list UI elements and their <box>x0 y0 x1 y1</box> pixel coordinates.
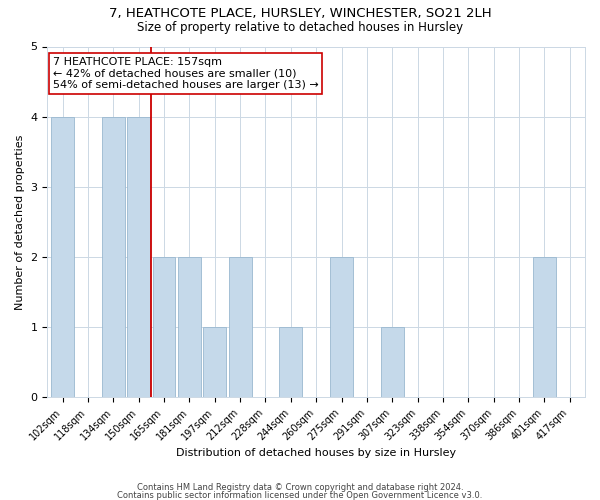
Bar <box>280 327 302 397</box>
Text: Contains public sector information licensed under the Open Government Licence v3: Contains public sector information licen… <box>118 490 482 500</box>
Text: Contains HM Land Registry data © Crown copyright and database right 2024.: Contains HM Land Registry data © Crown c… <box>137 484 463 492</box>
Bar <box>229 257 251 397</box>
Bar <box>178 257 201 397</box>
Text: Size of property relative to detached houses in Hursley: Size of property relative to detached ho… <box>137 21 463 34</box>
Bar <box>533 257 556 397</box>
Text: 7, HEATHCOTE PLACE, HURSLEY, WINCHESTER, SO21 2LH: 7, HEATHCOTE PLACE, HURSLEY, WINCHESTER,… <box>109 8 491 20</box>
Text: 7 HEATHCOTE PLACE: 157sqm
← 42% of detached houses are smaller (10)
54% of semi-: 7 HEATHCOTE PLACE: 157sqm ← 42% of detac… <box>53 57 319 90</box>
Bar <box>203 327 226 397</box>
Bar <box>127 116 150 397</box>
Bar <box>152 257 175 397</box>
Bar <box>102 116 125 397</box>
Bar <box>381 327 404 397</box>
Bar <box>51 116 74 397</box>
X-axis label: Distribution of detached houses by size in Hursley: Distribution of detached houses by size … <box>176 448 456 458</box>
Y-axis label: Number of detached properties: Number of detached properties <box>15 134 25 310</box>
Bar <box>330 257 353 397</box>
